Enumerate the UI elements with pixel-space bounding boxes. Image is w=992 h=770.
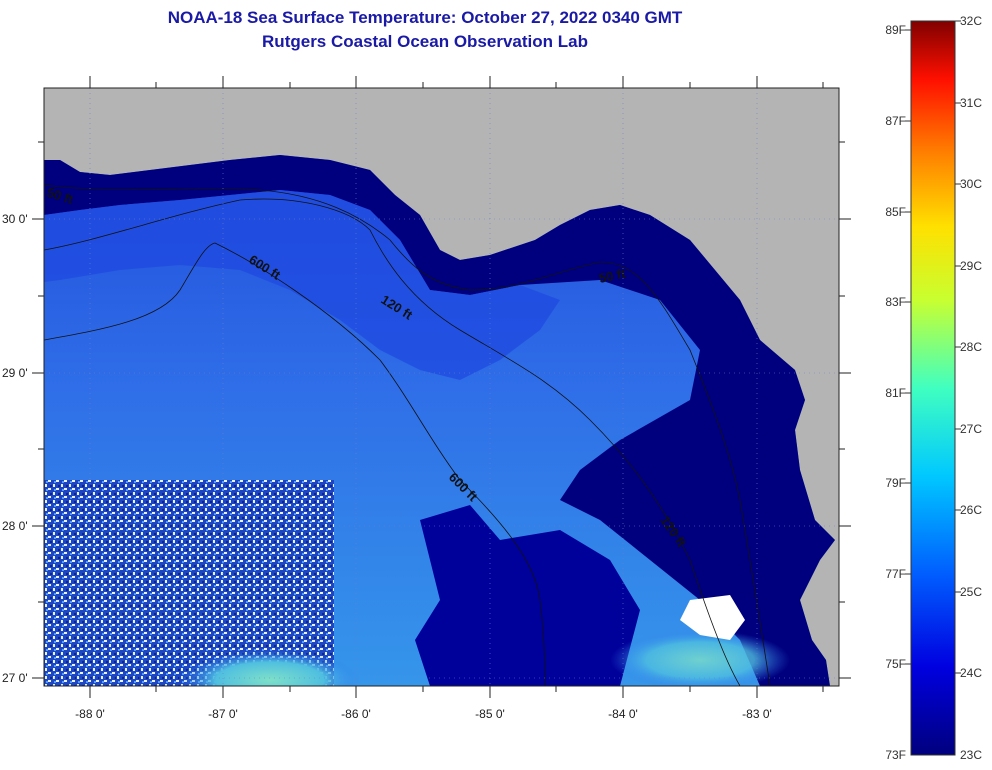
colorbar-c-label: 25C [960, 585, 982, 599]
colorbar-f-label: 79F [885, 476, 906, 490]
offshore-cold-patch [415, 505, 640, 686]
map-frame [43, 87, 840, 687]
colorbar-f-label: 77F [885, 567, 906, 581]
colorbar-c-label: 27C [960, 422, 982, 436]
colorbar-c-label: 32C [960, 14, 982, 28]
warm-water-spot-east [610, 630, 790, 686]
contour-label: 50 ft [598, 266, 628, 286]
colorbar-c-label: 30C [960, 177, 982, 191]
colorbar-c-label: 26C [960, 503, 982, 517]
coastal-cold-water [44, 155, 835, 686]
map-title: NOAA-18 Sea Surface Temperature: October… [167, 8, 683, 27]
cloud-patch [680, 595, 745, 640]
map-area: 50 ft 600 ft 120 ft 50 ft 600 ft 120 ft [44, 88, 839, 686]
lon-tick-label: -83 0' [742, 707, 772, 721]
colorbar-f-label: 89F [885, 23, 906, 37]
contour-50ft [44, 184, 771, 686]
colorbar-c-label: 24C [960, 666, 982, 680]
warm-water-spot [180, 650, 360, 686]
colorbar-f-label: 75F [885, 657, 906, 671]
lon-tick-label: -85 0' [475, 707, 505, 721]
contour-120ft [44, 198, 741, 686]
lat-tick-label: 27 0' [2, 671, 28, 685]
colorbar-c-label: 23C [960, 748, 982, 762]
colorbar-f-label: 81F [885, 386, 906, 400]
lon-tick-label: -84 0' [608, 707, 638, 721]
lon-tick-label: -87 0' [208, 707, 238, 721]
colorbar-f-label: 83F [885, 295, 906, 309]
colorbar-c-label: 29C [960, 259, 982, 273]
map-subtitle: Rutgers Coastal Ocean Observation Lab [262, 32, 588, 51]
colorbar-ticks [905, 20, 961, 674]
lat-tick-label: 28 0' [2, 519, 28, 533]
axis-ticks [32, 76, 851, 698]
colorbar-f-label: 73F [885, 748, 906, 762]
colorbar-f-label: 87F [885, 114, 906, 128]
shelf-water [44, 190, 560, 380]
temperature-colorbar [910, 20, 956, 756]
colorbar-f-label: 85F [885, 205, 906, 219]
lat-tick-label: 29 0' [2, 366, 28, 380]
colorbar-c-label: 28C [960, 340, 982, 354]
colorbar-c-label: 31C [960, 96, 982, 110]
land [44, 88, 839, 686]
lat-tick-label: 30 0' [2, 212, 28, 226]
lon-tick-label: -86 0' [341, 707, 371, 721]
contour-600ft [44, 242, 546, 686]
lon-tick-label: -88 0' [75, 707, 105, 721]
